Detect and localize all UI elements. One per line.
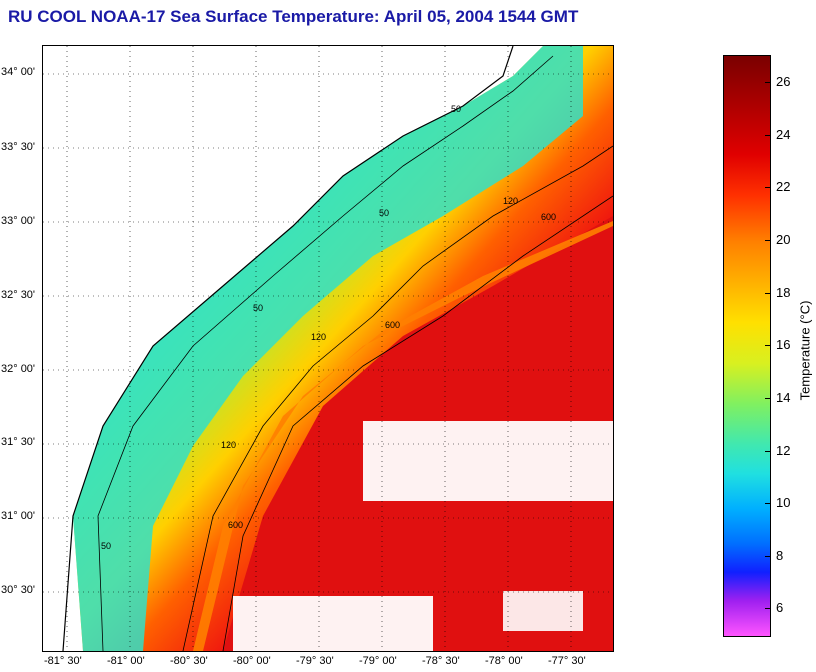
contour-label-50: 50 [101,541,111,551]
contour-label-600: 600 [385,320,400,330]
lon-label: -80° 00' [233,655,271,667]
lon-label: -81° 00' [107,655,145,667]
isobath-120-line [182,145,613,651]
map-title: RU COOL NOAA-17 Sea Surface Temperature:… [8,7,579,26]
cloud-cover [233,421,613,651]
lat-label: 33° 00' [1,215,36,227]
lat-label: 30° 30' [1,584,36,596]
colorbar-tick-label: 22 [776,179,791,194]
lon-label: -80° 30' [170,655,208,667]
colorbar-tick-mark [765,293,770,294]
colorbar-tick-label: 12 [776,443,791,458]
lon-label: -81° 30' [44,655,82,667]
colorbar-tick-mark [765,135,770,136]
lat-label: 34° 00' [1,66,36,78]
lat-label: 32° 30' [1,289,36,301]
colorbar-tick-label: 18 [776,285,791,300]
colorbar-tick-label: 6 [776,600,784,615]
lon-label: -77° 30' [548,655,586,667]
isobath-50-line [97,55,554,651]
colorbar-tick-mark [765,187,770,188]
sst-map[interactable]: 50 50 50 50 120 120 120 600 600 600 [42,45,614,652]
colorbar-tick-mark [765,556,770,557]
contour-label-50: 50 [253,303,263,313]
contour-label-600: 600 [541,212,556,222]
cool-shelf-water [73,46,583,651]
lon-label: -79° 30' [296,655,334,667]
lat-label: 31° 00' [1,510,36,522]
contour-label-600: 600 [228,520,243,530]
colorbar-tick-label: 14 [776,390,791,405]
coastline [62,46,514,651]
contour-label-50: 50 [451,104,461,114]
colorbar-tick-mark [765,503,770,504]
lon-label: -79° 00' [359,655,397,667]
colorbar-tick-label: 20 [776,232,791,247]
contour-label-120: 120 [221,440,236,450]
lat-label: 31° 30' [1,436,36,448]
sst-image: 50 50 50 50 120 120 120 600 600 600 [43,46,613,651]
colorbar-tick-mark [765,82,770,83]
isobath-600-line [222,195,613,651]
contour-label-120: 120 [503,196,518,206]
colorbar-tick-label: 16 [776,337,791,352]
colorbar-tick-label: 24 [776,127,791,142]
colorbar-tick-mark [765,608,770,609]
colorbar-tick-mark [765,345,770,346]
colorbar-label: Temperature (°C) [797,300,813,401]
lat-lon-grid [43,46,613,651]
colorbar-tick-label: 26 [776,74,791,89]
lon-label: -78° 30' [422,655,460,667]
colorbar-tick-mark [765,451,770,452]
colorbar-tick-label: 8 [776,548,784,563]
contour-label-120: 120 [311,332,326,342]
colorbar-tick-mark [765,240,770,241]
temperature-colorbar [723,55,771,637]
lon-label: -78° 00' [485,655,523,667]
colorbar-tick-mark [765,398,770,399]
colorbar-tick-label: 10 [776,495,791,510]
lat-label: 32° 00' [1,363,36,375]
contour-label-50: 50 [379,208,389,218]
lat-label: 33° 30' [1,141,36,153]
land-area [43,46,513,651]
